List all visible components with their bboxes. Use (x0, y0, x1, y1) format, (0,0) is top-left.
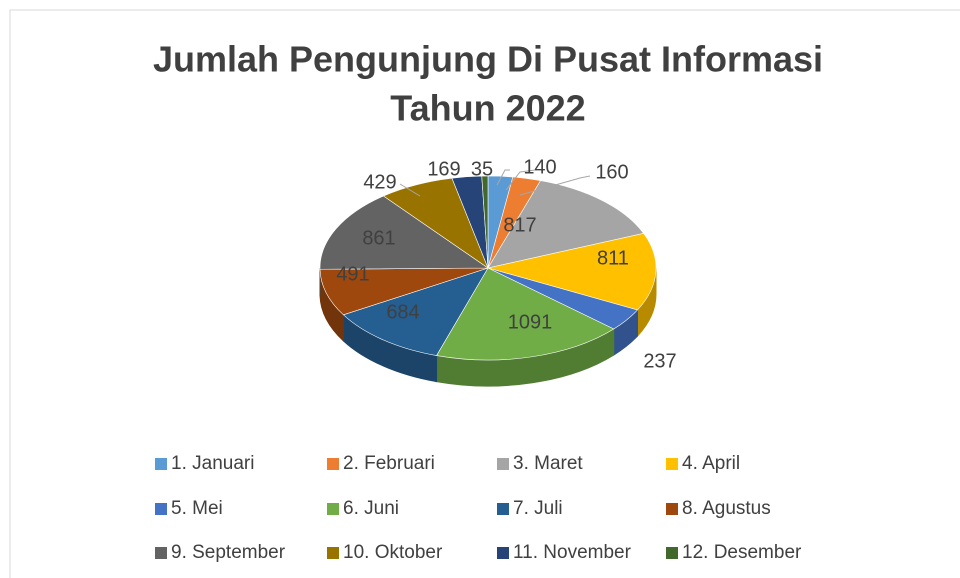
data-label: 35 (471, 158, 493, 180)
legend-swatch (155, 547, 167, 559)
legend-swatch (155, 458, 167, 470)
data-label: 811 (597, 247, 629, 269)
legend-label: 6. Juni (343, 498, 399, 519)
legend-swatch (666, 503, 678, 515)
legend-label: 9. September (171, 542, 286, 563)
pie-slice (319, 267, 489, 316)
pie-slice (436, 267, 615, 361)
legend-label: 1. Januari (171, 453, 254, 474)
legend-label: 12. Desember (682, 542, 802, 563)
data-labels: 140 160 817 811 237 1091 684 491 861 429 169 35 (336, 156, 676, 372)
chart-subtitle: Tahun 2022 (390, 88, 585, 129)
legend-swatch (497, 547, 509, 559)
data-label: 140 (523, 156, 556, 178)
data-label: 1091 (508, 311, 553, 333)
leader-line (519, 175, 591, 196)
legend-label: 8. Agustus (682, 498, 771, 519)
pie-sides (319, 267, 657, 387)
leader-line (496, 169, 510, 186)
leader-lines (399, 169, 591, 197)
leader-line (399, 183, 421, 197)
data-label: 491 (336, 263, 369, 285)
leader-line (505, 169, 536, 191)
data-label: 237 (643, 350, 676, 372)
legend: 1. Januari 2. Februari 3. Maret 4. April 5. … (155, 453, 802, 563)
pie-tops (319, 175, 657, 361)
chart-title: Jumlah Pengunjung Di Pusat Informasi (153, 39, 823, 80)
pie-slice (487, 180, 645, 269)
legend-label: 5. Mei (171, 498, 223, 519)
pie-slice (487, 233, 657, 311)
data-label: 160 (595, 161, 628, 183)
legend-swatch (497, 503, 509, 515)
data-label: 429 (363, 171, 396, 193)
data-label: 861 (362, 227, 395, 249)
legend-swatch (327, 503, 339, 515)
data-label: 684 (386, 301, 419, 323)
legend-swatch (155, 503, 167, 515)
legend-swatch (497, 458, 509, 470)
legend-swatch (327, 547, 339, 559)
pie-slice (342, 267, 489, 356)
legend-label: 4. April (682, 453, 740, 474)
data-label: 169 (427, 158, 460, 180)
legend-label: 2. Februari (343, 453, 435, 474)
legend-label: 3. Maret (513, 453, 583, 474)
legend-label: 7. Juli (513, 498, 563, 519)
legend-label: 10. Oktober (343, 542, 443, 563)
legend-swatch (327, 458, 339, 470)
legend-swatch (666, 458, 678, 470)
pie-slice (319, 195, 489, 270)
data-label: 817 (503, 214, 536, 236)
legend-label: 11. November (513, 542, 632, 563)
pie-slice (481, 175, 489, 269)
legend-swatch (666, 547, 678, 559)
